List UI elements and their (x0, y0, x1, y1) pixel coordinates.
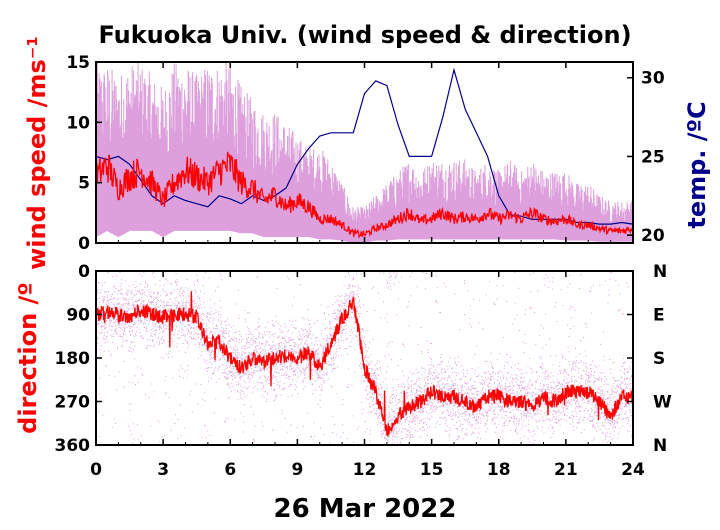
compass-tick-label: E (653, 306, 665, 326)
direction-y-tick-label: 360 (55, 436, 91, 456)
direction-scatter-points (96, 271, 633, 445)
wind-y-tick-label: 15 (66, 53, 90, 73)
x-axis-label: 26 Mar 2022 (274, 494, 457, 524)
compass-tick-label: N (653, 262, 667, 282)
direction-y-tick-label: 90 (66, 306, 90, 326)
bottom-axis-ticks: 0 3 6 9 12 15 18 21 24 0 90 180 270 360 N E S W N (55, 262, 673, 480)
x-tick-label: 6 (224, 460, 236, 480)
wind-y-tick-label: 10 (66, 113, 90, 133)
wind-y-tick-label: 0 (78, 234, 90, 254)
wind-speed-series (96, 151, 633, 239)
compass-tick-label: N (653, 436, 667, 456)
chart-title: Fukuoka Univ. (wind speed & direction) (98, 21, 631, 49)
direction-panel: 0 3 6 9 12 15 18 21 24 0 90 180 270 360 N E S W N directio… (14, 262, 672, 480)
top-axis-ticks: 0 5 10 15 20 25 30 (66, 53, 665, 254)
direction-axis-label: direction /º (14, 282, 42, 434)
direction-series (96, 291, 633, 437)
temperature-series (96, 67, 633, 225)
temp-y-tick-label: 30 (641, 69, 665, 89)
wind-speed-axis-label: wind speed /ms⁻¹ (23, 36, 51, 270)
wind-speed-range-area (96, 62, 633, 243)
direction-y-tick-label: 270 (55, 393, 91, 413)
compass-tick-label: W (653, 393, 672, 413)
temp-y-tick-label: 25 (641, 147, 665, 167)
wind-y-tick-label: 5 (78, 174, 90, 194)
x-tick-label: 3 (157, 460, 169, 480)
x-tick-label: 21 (554, 460, 578, 480)
x-tick-label: 18 (487, 460, 511, 480)
temp-y-tick-label: 20 (641, 226, 665, 246)
direction-scatter (96, 271, 633, 445)
direction-y-tick-label: 0 (78, 262, 90, 282)
temperature-axis-label: temp. /ºC (683, 101, 711, 228)
direction-y-tick-label: 180 (55, 349, 91, 369)
x-tick-label: 24 (621, 460, 645, 480)
x-tick-label: 9 (291, 460, 303, 480)
x-tick-label: 12 (353, 460, 377, 480)
wind-speed-panel: 0 5 10 15 20 25 30 wind speed /ms⁻¹ temp. /ºC (23, 36, 711, 270)
x-tick-label: 0 (90, 460, 102, 480)
compass-tick-label: S (653, 349, 665, 369)
x-tick-label: 15 (420, 460, 444, 480)
